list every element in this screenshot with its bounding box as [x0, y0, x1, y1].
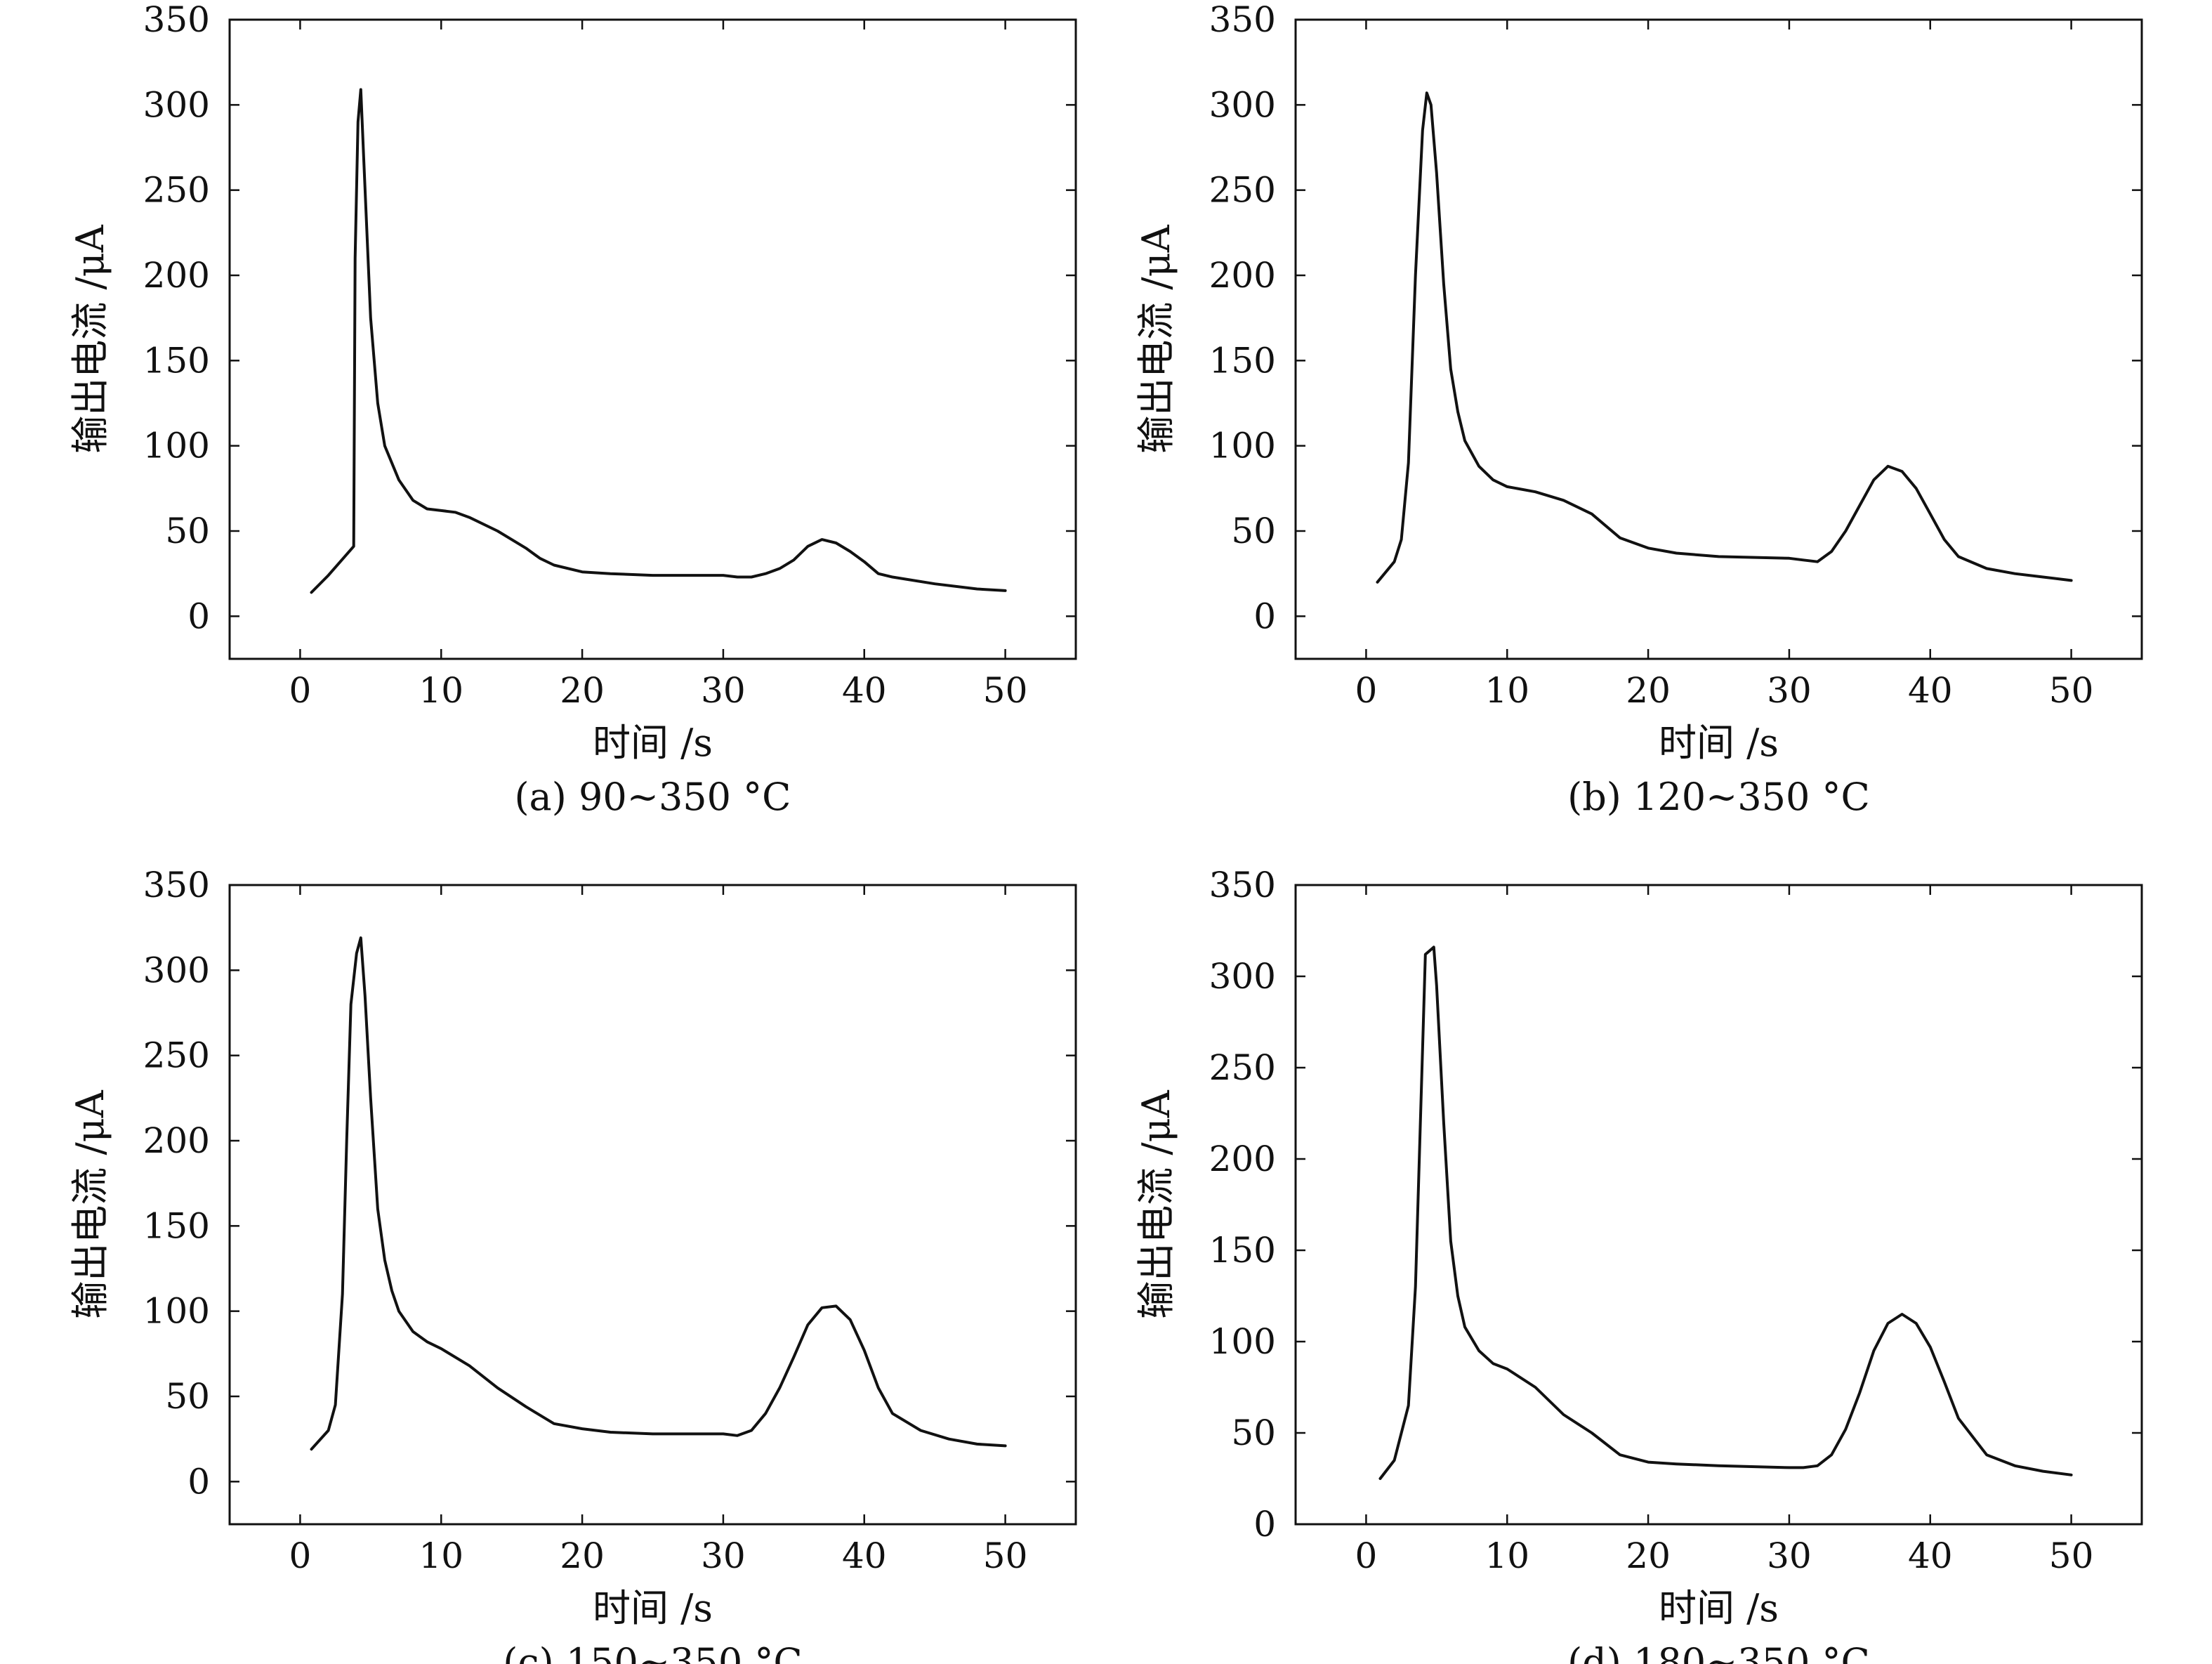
y-tick-label: 250 — [1209, 170, 1276, 211]
panel-caption-a: (a) 90~350 °C — [514, 775, 791, 819]
chart-panel-b: 0 10 20 30 40 50 0 50 100 150 200 250 300 350 时间 /s 输出电… — [1134, 0, 2143, 819]
x-tick-label: 10 — [419, 670, 463, 711]
y-tick-label: 0 — [187, 1461, 210, 1502]
y-tick-label: 50 — [165, 1376, 210, 1417]
y-tick-label: 100 — [143, 426, 210, 466]
plot-frame-a — [228, 18, 1077, 660]
y-tick-label: 150 — [143, 340, 210, 381]
y-axis-title: 输出电流 /μA — [68, 224, 112, 453]
y-tick-label: 250 — [1209, 1047, 1276, 1088]
y-tick-label: 150 — [1209, 340, 1276, 381]
x-tick-label: 20 — [1626, 670, 1671, 711]
plot-frame-b — [1294, 18, 2143, 660]
y-tick-label: 200 — [143, 255, 210, 296]
x-tick-label: 20 — [1626, 1535, 1671, 1576]
series-line-c — [310, 936, 1007, 1451]
y-tick-label: 350 — [1209, 865, 1276, 905]
series-line-b — [1376, 91, 2073, 584]
x-axis-title: 时间 /s — [1659, 721, 1779, 765]
y-tick-label: 50 — [1231, 1413, 1276, 1453]
y-tick-label: 300 — [1209, 84, 1276, 125]
y-tick-label: 200 — [143, 1120, 210, 1161]
x-tick-label: 10 — [1484, 670, 1529, 711]
y-tick-label: 300 — [143, 84, 210, 125]
x-tick-label: 10 — [419, 1535, 463, 1576]
x-tick-label: 30 — [1767, 670, 1812, 711]
x-tick-label: 20 — [560, 670, 605, 711]
x-tick-label: 10 — [1484, 1535, 1529, 1576]
x-tick-label: 40 — [842, 670, 887, 711]
y-tick-label: 0 — [1253, 1504, 1276, 1545]
y-tick-label: 100 — [143, 1291, 210, 1332]
y-tick-label: 350 — [143, 0, 210, 40]
y-tick-label: 50 — [165, 511, 210, 551]
x-tick-label: 40 — [842, 1535, 887, 1576]
x-tick-label: 50 — [2049, 670, 2094, 711]
y-tick-label: 0 — [187, 596, 210, 636]
y-tick-label: 200 — [1209, 1139, 1276, 1179]
y-tick-label: 250 — [143, 170, 210, 211]
chart-panel-c: 0 10 20 30 40 50 0 50 100 150 200 250 300 350 时间 /s 输出电… — [68, 865, 1077, 1664]
y-tick-label: 50 — [1231, 511, 1276, 551]
y-tick-label: 250 — [143, 1035, 210, 1076]
x-tick-label: 30 — [701, 670, 746, 711]
panel-caption-d: (d) 180~350 °C — [1567, 1640, 1870, 1664]
y-axis-title: 输出电流 /μA — [68, 1089, 112, 1318]
y-tick-label: 100 — [1209, 426, 1276, 466]
x-tick-label: 40 — [1908, 670, 1953, 711]
plot-frame-c — [228, 884, 1077, 1526]
y-tick-label: 150 — [143, 1205, 210, 1246]
y-tick-label: 350 — [1209, 0, 1276, 40]
x-tick-label: 20 — [560, 1535, 605, 1576]
y-axis-title: 输出电流 /μA — [1134, 1089, 1178, 1318]
y-tick-label: 300 — [143, 950, 210, 990]
chart-panel-d: 0 10 20 30 40 50 0 50 100 150 200 250 300 350 时间 /s 输出电… — [1134, 865, 2143, 1664]
panel-caption-b: (b) 120~350 °C — [1567, 775, 1870, 819]
y-tick-label: 350 — [143, 865, 210, 905]
series-line-a — [310, 88, 1007, 594]
y-tick-label: 300 — [1209, 956, 1276, 997]
x-axis-title: 时间 /s — [593, 721, 713, 765]
x-tick-label: 0 — [1355, 670, 1378, 711]
y-axis-title: 输出电流 /μA — [1134, 224, 1178, 453]
y-tick-label: 100 — [1209, 1321, 1276, 1362]
x-tick-label: 50 — [983, 670, 1028, 711]
x-tick-label: 30 — [1767, 1535, 1812, 1576]
x-tick-label: 0 — [1355, 1535, 1378, 1576]
y-tick-label: 0 — [1253, 596, 1276, 636]
panel-caption-c: (c) 150~350 °C — [503, 1640, 802, 1664]
y-tick-label: 200 — [1209, 255, 1276, 296]
x-tick-label: 0 — [289, 670, 312, 711]
x-tick-label: 0 — [289, 1535, 312, 1576]
x-tick-label: 30 — [701, 1535, 746, 1576]
chart-panel-a: 0 10 20 30 40 50 0 50 100 150 200 250 300 350 时间 /s 输出电… — [68, 0, 1077, 819]
plot-frame-d — [1294, 884, 2143, 1526]
x-tick-label: 40 — [1908, 1535, 1953, 1576]
x-axis-title: 时间 /s — [593, 1586, 713, 1630]
x-axis-title: 时间 /s — [1659, 1586, 1779, 1630]
series-line-d — [1378, 945, 2073, 1480]
x-tick-label: 50 — [2049, 1535, 2094, 1576]
y-tick-label: 150 — [1209, 1230, 1276, 1271]
x-tick-label: 50 — [983, 1535, 1028, 1576]
